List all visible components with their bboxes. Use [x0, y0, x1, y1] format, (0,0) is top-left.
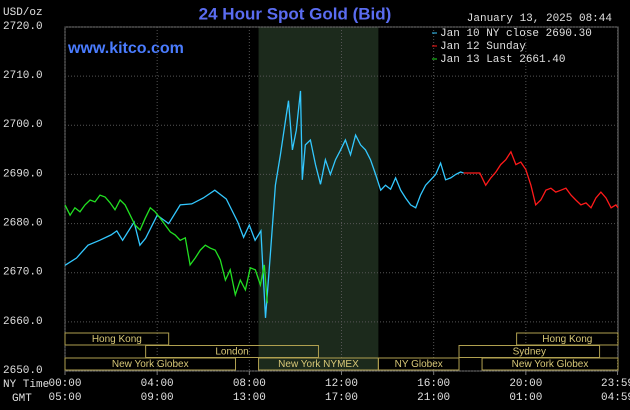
session-label: Hong Kong	[92, 334, 142, 345]
session-bar	[64, 357, 237, 371]
x-tick-label: 04:00	[141, 378, 174, 390]
session-bar	[377, 357, 460, 371]
session-label: New York NYMEX	[278, 359, 359, 370]
x-tick-label: 20:00	[509, 378, 542, 390]
series-line	[64, 90, 464, 318]
x-tick-label: 00:00	[48, 378, 81, 390]
x2-tick-label: 21:00	[417, 392, 450, 404]
y-tick-label: 2680.0	[3, 217, 43, 229]
x-axis-label: NY Time	[3, 379, 49, 391]
legend-entry: Jan 12 Sunday	[440, 41, 526, 53]
y-tick-label: 2690.0	[3, 168, 43, 180]
session-label: London	[215, 347, 248, 358]
x2-tick-label: 04:59	[601, 392, 630, 404]
timestamp: January 13, 2025 08:44	[467, 13, 613, 25]
session-label: NY Globex	[395, 359, 443, 370]
y-tick-label: 2660.0	[3, 316, 43, 328]
series-line	[64, 194, 268, 304]
session-label: Sydney	[513, 347, 546, 358]
session-bar	[64, 332, 170, 346]
series-line	[463, 150, 619, 209]
legend-entry: Jan 13 Last 2661.40	[440, 54, 565, 66]
session-bar	[481, 357, 619, 371]
y-tick-label: 2720.0	[3, 21, 43, 33]
x-tick-label: 16:00	[417, 378, 450, 390]
site: www.kitco.com	[67, 40, 184, 57]
session-shade	[258, 27, 379, 371]
y-tick-label: 2710.0	[3, 70, 43, 82]
x2-tick-label: 01:00	[509, 392, 542, 404]
x-tick-label: 23:59	[601, 378, 630, 390]
y-tick-label: 2700.0	[3, 119, 43, 131]
y-axis-label: USD/oz	[3, 7, 43, 19]
session-label: New York Globex	[112, 359, 189, 370]
x-tick-label: 12:00	[325, 378, 358, 390]
x2-tick-label: 05:00	[48, 392, 81, 404]
chart-title: 24 Hour Spot Gold (Bid)	[199, 4, 392, 23]
x2-tick-label: 17:00	[325, 392, 358, 404]
y-tick-label: 2670.0	[3, 267, 43, 279]
legend-entry: Jan 10 NY close 2690.30	[440, 28, 592, 40]
x2-tick-label: 13:00	[233, 392, 266, 404]
session-label: Hong Kong	[542, 334, 592, 345]
x-tick-label: 08:00	[233, 378, 266, 390]
x2-axis-label: GMT	[12, 393, 32, 405]
session-label: New York Globex	[512, 359, 589, 370]
x2-tick-label: 09:00	[141, 392, 174, 404]
y-tick-label: 2650.0	[3, 365, 43, 377]
